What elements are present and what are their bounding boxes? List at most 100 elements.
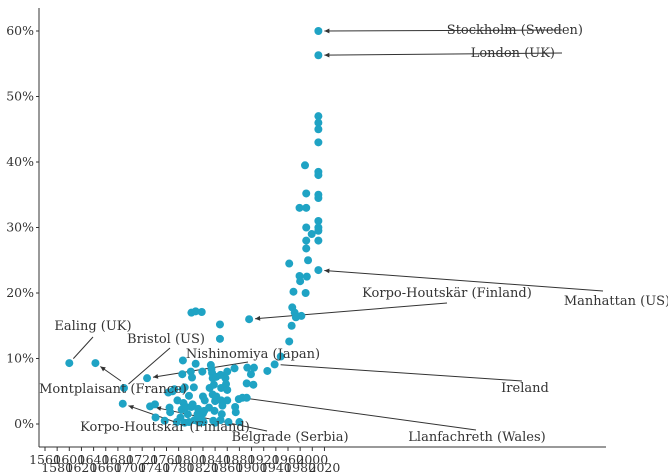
tick-group: 0% 10% 20% 30% 40% 50% 60% 15601600164016801720…	[6, 23, 340, 475]
data-point	[289, 287, 298, 296]
data-point	[119, 383, 128, 392]
data-point	[314, 112, 323, 121]
data-point	[151, 413, 160, 422]
data-point	[246, 370, 255, 379]
data-point	[191, 359, 200, 368]
annotation-label: Montplaisant (France)	[39, 382, 187, 397]
annotation-line	[128, 347, 171, 385]
data-point	[285, 259, 294, 268]
data-point	[302, 189, 311, 198]
data-point	[297, 311, 306, 320]
data-point	[249, 380, 258, 389]
data-point	[245, 315, 254, 324]
data-points	[65, 27, 323, 427]
data-point	[242, 393, 251, 402]
x-tick-label: 1960	[272, 452, 304, 467]
data-point	[314, 125, 323, 134]
data-point	[170, 385, 179, 394]
data-point	[314, 51, 323, 60]
annotation-label: Llanfachreth (Wales)	[408, 430, 545, 445]
data-point	[178, 356, 187, 365]
x-tick-label: 1680	[102, 452, 134, 467]
data-point	[295, 203, 304, 212]
x-tick-label: 1980	[284, 460, 316, 475]
annotation-line	[324, 29, 563, 32]
data-point	[231, 408, 240, 417]
x-tick-label: 1740	[138, 460, 170, 475]
data-point	[173, 396, 182, 405]
x-tick-label: 1780	[163, 460, 195, 475]
x-tick-label: 1660	[90, 460, 122, 475]
data-point	[200, 396, 209, 405]
data-point	[263, 366, 272, 375]
data-point	[218, 401, 227, 410]
data-point	[314, 236, 323, 245]
data-point	[223, 396, 232, 405]
data-point	[215, 320, 224, 329]
annotation-line	[248, 398, 477, 431]
data-point	[181, 402, 190, 411]
data-point	[199, 418, 208, 427]
data-point	[183, 410, 192, 419]
data-point	[184, 391, 193, 400]
data-point	[270, 360, 279, 369]
annotation-labels: Stockholm (Sweden) London (UK) Ealing (UK)…	[39, 23, 668, 445]
x-tick-label: 1820	[187, 460, 219, 475]
data-point	[178, 370, 187, 379]
data-point	[314, 226, 323, 235]
data-point	[160, 416, 169, 425]
data-point	[209, 380, 218, 389]
y-tick-label: 30%	[6, 220, 34, 235]
annotation-label: Ealing (UK)	[54, 319, 131, 334]
data-point	[143, 374, 152, 383]
data-point	[314, 138, 323, 147]
data-point	[180, 383, 189, 392]
data-point	[215, 334, 224, 343]
annotation-arrowhead	[324, 268, 330, 274]
x-tick-label: 1720	[126, 452, 158, 467]
annotation-label: Korpo-Houtskär (Finland)	[80, 420, 250, 435]
data-point	[223, 385, 232, 394]
data-point	[307, 230, 316, 239]
y-tick-label: 50%	[6, 89, 34, 104]
x-tick-label: 1940	[260, 460, 292, 475]
annotation-line	[324, 52, 563, 56]
annotation-line	[280, 364, 523, 382]
x-tick-label: 2000	[296, 452, 328, 467]
data-point	[224, 418, 233, 427]
annotation-arrowhead	[152, 374, 159, 379]
annotation-arrowhead	[100, 366, 106, 372]
data-point	[302, 223, 311, 232]
x-tick-label: 1620	[66, 460, 98, 475]
annotation-arrowhead	[255, 315, 261, 321]
data-point	[276, 352, 285, 361]
y-tick-label: 0%	[14, 416, 34, 431]
annotation-label: Bristol (US)	[127, 332, 205, 347]
annotation-label: Nishinomiya (Japan)	[186, 347, 320, 362]
data-point	[302, 272, 311, 281]
data-point	[188, 373, 197, 382]
data-point	[314, 266, 323, 275]
data-point	[242, 379, 251, 388]
x-tick-label: 1560	[29, 452, 61, 467]
data-point	[249, 363, 258, 372]
data-point	[235, 418, 244, 427]
data-point	[314, 118, 323, 127]
data-point	[217, 410, 226, 419]
data-point	[210, 406, 219, 415]
data-point	[314, 171, 323, 180]
data-point	[188, 400, 197, 409]
annotation-lines	[72, 28, 604, 432]
data-point	[301, 161, 310, 170]
data-point	[191, 307, 200, 316]
x-tick-label: 1640	[78, 452, 110, 467]
data-point	[221, 374, 230, 383]
annotation-arrowhead	[324, 52, 330, 58]
x-tick-label: 2020	[309, 460, 341, 475]
data-point	[301, 289, 310, 297]
x-tick-label: 1860	[211, 460, 243, 475]
data-point	[65, 359, 74, 368]
x-tick-label: 1580	[41, 460, 73, 475]
annotation-label: Stockholm (Sweden)	[447, 23, 583, 38]
